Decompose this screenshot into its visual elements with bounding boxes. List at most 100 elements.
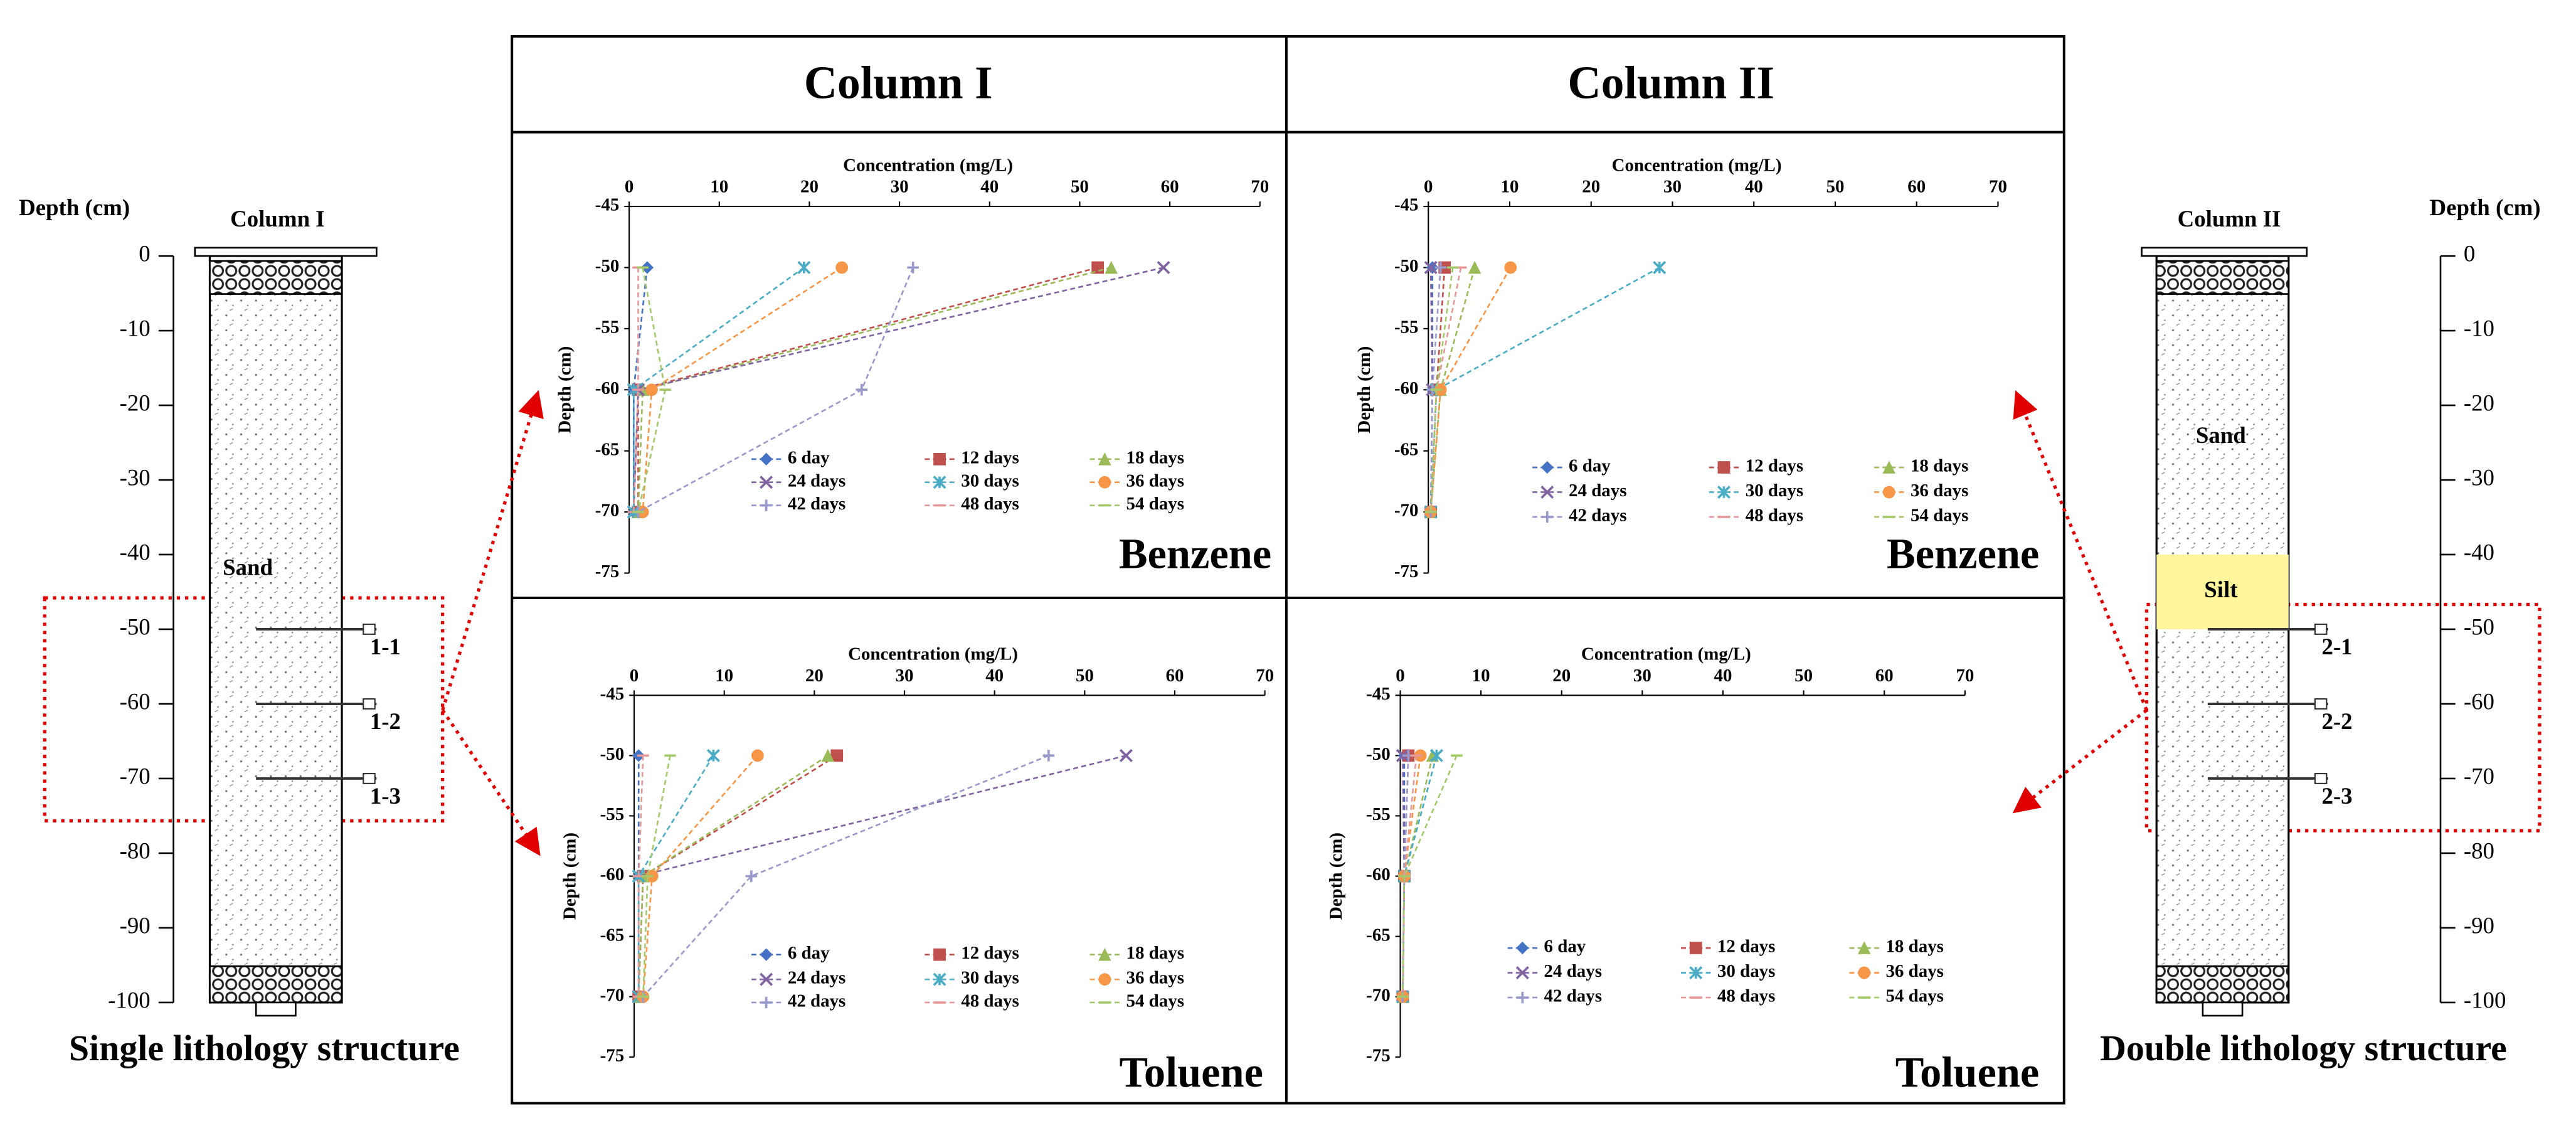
column-foot <box>2202 1001 2244 1017</box>
y-tick-label: -60 <box>600 865 625 885</box>
y-axis-label: Depth (cm) <box>555 346 575 434</box>
depth-tick-label: -50 <box>2464 614 2494 639</box>
data-point <box>1157 260 1170 274</box>
y-tick-label: -50 <box>1394 256 1419 276</box>
gravel-bottom <box>209 965 343 1004</box>
x-tick-label: 20 <box>1582 177 1600 197</box>
gravel-top <box>209 260 343 295</box>
y-tick-label: -75 <box>595 561 620 582</box>
legend-label: 18 days <box>1885 937 1943 957</box>
y-tick-label: -45 <box>600 684 625 704</box>
x-tick-label: 40 <box>980 177 999 197</box>
x-tick-label: 20 <box>805 666 824 686</box>
legend-marker <box>933 452 946 466</box>
depth-label: Depth (cm) <box>19 194 130 220</box>
legend-marker <box>1858 966 1871 979</box>
depth-tick-label: -10 <box>120 315 151 341</box>
x-tick-label: 0 <box>1424 177 1433 197</box>
legend-label: 36 days <box>1911 481 1968 501</box>
legend-marker <box>760 452 773 466</box>
legend-marker <box>1540 485 1554 499</box>
diagram-caption: Single lithology structure <box>69 1028 460 1068</box>
x-tick-label: 70 <box>1989 177 2007 197</box>
depth-tick-label: -100 <box>108 987 151 1013</box>
legend-label: 6 day <box>788 943 830 963</box>
y-tick-label: -75 <box>600 1045 625 1065</box>
depth-tick-label: -30 <box>120 464 151 490</box>
x-tick-label: 30 <box>896 666 914 686</box>
data-point <box>1504 261 1517 274</box>
legend-marker <box>933 972 946 986</box>
legend-label: 30 days <box>1717 961 1775 981</box>
x-tick-label: 40 <box>1745 177 1763 197</box>
series-line <box>637 267 1112 513</box>
panel-header: Column II <box>1567 56 1774 108</box>
depth-tick-label: -90 <box>120 912 151 938</box>
legend-marker <box>1882 486 1895 499</box>
depth-tick-label: -30 <box>2464 464 2494 490</box>
legend-marker <box>1517 991 1529 1004</box>
legend-marker <box>760 499 772 511</box>
y-tick-label: -60 <box>595 378 620 398</box>
port-valve <box>2314 698 2328 710</box>
y-tick-label: -50 <box>600 744 625 764</box>
port-valve <box>2314 773 2328 784</box>
x-tick-label: 0 <box>625 177 633 197</box>
y-tick-label: -70 <box>1394 501 1419 521</box>
column-foot <box>255 1001 297 1017</box>
depth-tick-label: -70 <box>120 763 151 789</box>
y-tick-label: -50 <box>595 256 620 276</box>
legend-label: 24 days <box>788 968 845 988</box>
legend-label: 30 days <box>961 968 1019 988</box>
x-tick-label: 30 <box>1633 666 1651 686</box>
y-tick-label: -70 <box>600 985 625 1005</box>
legend-marker <box>933 476 946 489</box>
legend-label: 18 days <box>1911 456 1968 476</box>
legend-label: 42 days <box>1544 986 1602 1006</box>
legend-label: 18 days <box>1126 943 1184 963</box>
diagram-title: Column I <box>230 206 324 231</box>
arrow <box>2013 390 2148 711</box>
legend-label: 42 days <box>1569 506 1626 526</box>
port-label: 1-3 <box>370 783 401 809</box>
legend-label: 18 days <box>1126 447 1184 467</box>
series-line <box>642 755 758 997</box>
x-tick-label: 20 <box>800 177 819 197</box>
depth-tick-label: -10 <box>2464 315 2494 341</box>
x-tick-label: 30 <box>891 177 909 197</box>
arrow <box>2012 708 2148 814</box>
layer-label: Sand <box>2196 422 2246 448</box>
legend-label: 12 days <box>1717 937 1775 957</box>
legend-label: 54 days <box>1911 506 1968 526</box>
data-point <box>835 261 849 274</box>
legend-marker <box>760 972 773 986</box>
series-line <box>642 755 671 997</box>
x-axis-label: Concentration (mg/L) <box>1612 156 1782 176</box>
depth-tick-label: -90 <box>2464 912 2494 938</box>
data-point <box>1105 260 1118 274</box>
y-tick-label: -45 <box>595 195 620 215</box>
panel-header: Column I <box>804 56 993 108</box>
y-tick-label: -55 <box>1394 317 1419 338</box>
y-tick-label: -45 <box>1366 684 1391 704</box>
column-cap <box>194 247 378 257</box>
y-tick-label: -60 <box>1366 865 1391 885</box>
x-tick-label: 40 <box>985 666 1004 686</box>
legend-label: 24 days <box>788 471 845 491</box>
data-point <box>1434 262 1446 274</box>
x-tick-label: 10 <box>1501 177 1519 197</box>
data-point <box>797 260 811 274</box>
y-tick-label: -65 <box>1366 925 1391 945</box>
legend-label: 42 days <box>788 991 845 1011</box>
depth-tick-label: -80 <box>120 838 151 863</box>
legend-label: 12 days <box>961 943 1019 963</box>
data-point <box>821 748 835 762</box>
x-tick-label: 50 <box>1826 177 1845 197</box>
legend-marker <box>1882 460 1896 474</box>
depth-tick-label: -100 <box>2464 987 2506 1013</box>
y-tick-label: -55 <box>595 317 620 338</box>
depth-tick-label: -80 <box>2464 838 2494 863</box>
x-tick-label: 0 <box>630 666 639 686</box>
depth-tick-label: -20 <box>120 390 151 415</box>
x-tick-label: 60 <box>1875 666 1894 686</box>
